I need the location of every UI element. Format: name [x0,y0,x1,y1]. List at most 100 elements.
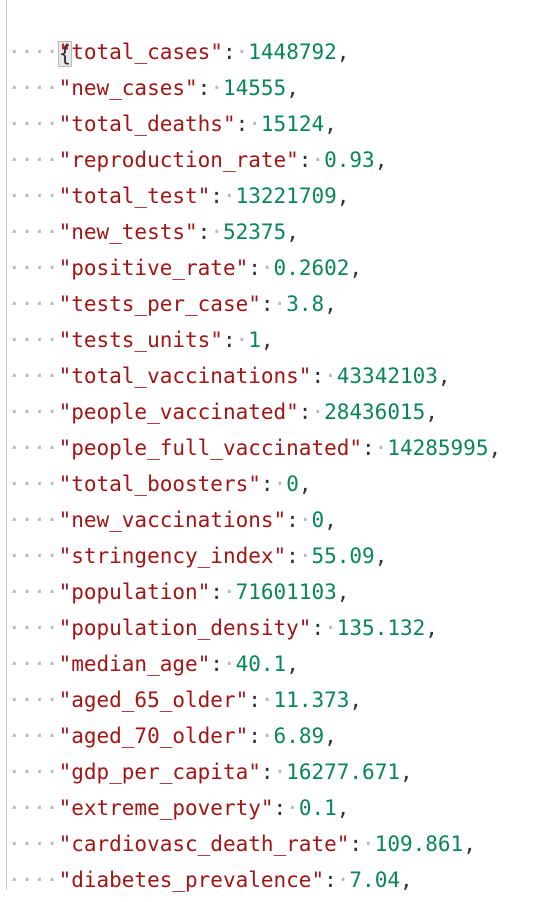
indent-whitespace: ···· [8,364,59,388]
code-line: ····"diabetes_prevalence":·7.04, [8,862,413,898]
code-line: ····"positive_rate":·0.2602, [8,250,362,286]
space-marker: · [222,184,236,208]
json-key: "total_boosters" [58,472,261,496]
json-number-value: 3.8 [286,292,325,316]
comma: , [324,508,337,532]
json-key: "cardiovasc_death_rate" [58,832,350,856]
json-key: "stringency_index" [58,544,287,568]
comma: , [374,148,388,172]
json-key: "new_cases" [58,76,198,100]
indent-whitespace: ···· [8,688,59,712]
space-marker: · [362,832,375,856]
colon: : [273,796,287,820]
colon: : [286,508,299,532]
indent-whitespace: ···· [8,616,59,640]
json-number-value: 14285995 [387,436,489,460]
colon: : [311,616,325,640]
json-key: "reproduction_rate" [58,148,299,172]
indent-whitespace: ···· [8,724,59,748]
space-marker: · [311,148,325,172]
colon: : [197,220,211,244]
colon: : [222,328,236,352]
json-number-value: 0 [286,472,299,496]
space-marker: · [324,616,337,640]
json-number-value: 55.09 [311,544,375,568]
colon: : [349,832,363,856]
json-number-value: 0.2602 [273,256,350,280]
space-marker: · [210,220,223,244]
space-marker: · [273,760,287,784]
comma: , [488,436,502,460]
json-number-value: 13221709 [235,184,337,208]
comma: , [260,328,274,352]
open-brace: { [57,41,73,67]
comma: , [374,544,388,568]
comma: , [425,616,438,640]
space-marker: · [273,472,287,496]
json-key: "aged_65_older" [58,688,249,712]
comma: , [324,112,337,136]
json-key: "extreme_poverty" [58,796,274,820]
json-key: "population" [58,580,211,604]
json-number-value: 0 [311,508,325,532]
json-number-value: 1448792 [248,40,337,64]
space-marker: · [273,292,287,316]
json-number-value: 7.04 [349,868,400,892]
indent-whitespace: ···· [8,76,59,100]
indent-whitespace: ···· [8,436,59,460]
colon: : [324,868,337,892]
code-line: ····"tests_per_case":·3.8, [8,286,337,322]
json-number-value: 11.373 [273,688,350,712]
code-line: ····"new_tests":·52375, [8,214,299,250]
comma: , [437,364,451,388]
json-key: "gdp_per_capita" [58,760,261,784]
json-key: "aged_70_older" [58,724,249,748]
indent-guide [6,0,7,890]
space-marker: · [336,868,350,892]
comma: , [286,220,299,244]
space-marker: · [374,436,388,460]
comma: , [336,184,350,208]
comma: , [399,760,413,784]
colon: : [311,364,325,388]
code-line: ····"aged_65_older":·11.373, [8,682,362,718]
indent-whitespace: ···· [8,256,59,280]
colon: : [210,580,223,604]
indent-whitespace: ···· [8,292,59,316]
code-line: ····"tests_units":·1, [8,322,274,358]
space-marker: · [298,508,312,532]
space-marker: · [311,400,325,424]
space-marker: · [286,796,299,820]
indent-whitespace: ···· [8,652,59,676]
colon: : [298,400,312,424]
space-marker: · [235,328,249,352]
code-line: ····"total_deaths":·15124, [8,106,337,142]
comma: , [463,832,476,856]
json-number-value: 15124 [260,112,325,136]
json-number-value: 16277.671 [286,760,400,784]
json-number-value: 52375 [222,220,287,244]
indent-whitespace: ···· [8,472,59,496]
comma: , [324,292,337,316]
code-line: ····"gdp_per_capita":·16277.671, [8,754,413,790]
json-key: "total_vaccinations" [58,364,312,388]
colon: : [248,688,261,712]
colon: : [260,292,274,316]
indent-whitespace: ···· [8,796,59,820]
indent-whitespace: ···· [8,184,59,208]
json-number-value: 14555 [222,76,287,100]
colon: : [286,544,299,568]
code-line: ····"stringency_index":·55.09, [8,538,387,574]
colon: : [248,256,261,280]
comma: , [349,688,363,712]
json-key: "population_density" [58,616,312,640]
json-number-value: 43342103 [336,364,438,388]
space-marker: · [298,544,312,568]
json-number-value: 0.93 [324,148,375,172]
indent-whitespace: ···· [8,400,59,424]
code-line: ····"new_vaccinations":·0, [8,502,337,538]
space-marker: · [222,652,236,676]
comma: , [298,472,312,496]
indent-whitespace: ···· [8,508,59,532]
